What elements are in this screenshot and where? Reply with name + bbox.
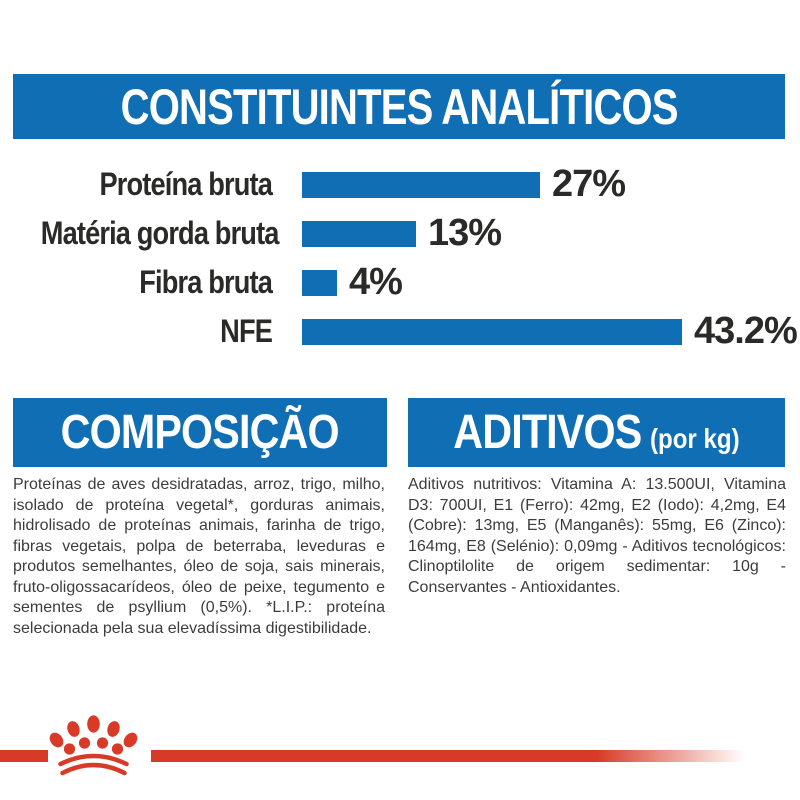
chart-category-label: Proteína bruta — [99, 166, 273, 202]
chart-category-label: Matéria gorda bruta — [40, 215, 280, 251]
chart-category-label: NFE — [220, 313, 273, 349]
chart-row: Matéria gorda bruta 13% — [0, 209, 800, 258]
additives-title-wrap: ADITIVOS (por kg) — [453, 405, 739, 460]
composition-section-header: COMPOSIÇÃO — [13, 398, 387, 467]
chart-bar — [302, 318, 682, 345]
royal-canin-crown-icon — [49, 715, 138, 776]
analytical-chart: Proteína bruta 27% Matéria gorda bruta 13% F… — [0, 160, 800, 356]
chart-bar — [302, 171, 540, 198]
brand-stripe-left — [0, 750, 48, 762]
chart-value-label: 4% — [349, 261, 403, 303]
additives-section-header: ADITIVOS (por kg) — [408, 398, 785, 467]
additives-title-suffix: (por kg) — [650, 423, 740, 454]
chart-row: Fibra bruta 4% — [0, 258, 800, 307]
analytical-constituents-header: CONSTITUINTES ANALÍTICOS — [13, 74, 785, 139]
chart-row: NFE 43.2% — [0, 307, 800, 356]
brand-stripe-right — [151, 750, 745, 762]
composition-title-wrap: COMPOSIÇÃO — [60, 405, 340, 460]
chart-value-label: 43.2% — [694, 310, 798, 352]
additives-title: ADITIVOS — [453, 406, 642, 459]
chart-value-label: 27% — [552, 163, 626, 205]
chart-row: Proteína bruta 27% — [0, 160, 800, 209]
chart-bar — [302, 269, 337, 296]
chart-category-label: Fibra bruta — [139, 264, 273, 300]
chart-bar — [302, 220, 416, 247]
additives-body: Aditivos nutritivos: Vitamina A: 13.500U… — [408, 476, 786, 596]
composition-title: COMPOSIÇÃO — [60, 406, 340, 459]
composition-body: Proteínas de aves desidratadas, arroz, t… — [13, 476, 385, 637]
analytical-constituents-title: CONSTITUINTES ANALÍTICOS — [120, 78, 678, 135]
chart-value-label: 13% — [428, 212, 502, 254]
